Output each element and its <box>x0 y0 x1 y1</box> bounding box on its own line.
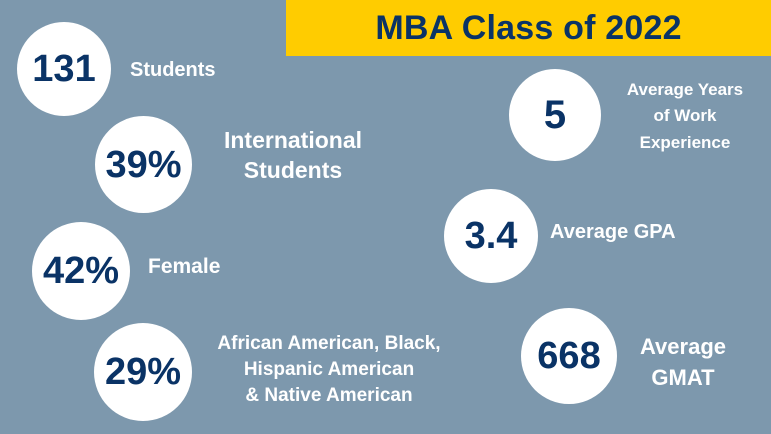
stat-label-diversity-line-1: African American, Black, <box>217 333 441 354</box>
stat-value-students: 131 <box>32 48 96 90</box>
stat-value-female: 42% <box>42 250 120 292</box>
stat-circle-gpa: 3.4 <box>444 189 538 283</box>
stat-label-international-line-1: International <box>223 127 362 153</box>
stat-circle-international: 39% <box>95 116 192 213</box>
stat-label-diversity-line-2: Hispanic American <box>243 359 415 381</box>
stat-circle-gmat: 668 <box>521 308 617 404</box>
stat-label-gpa: Average GPA <box>550 219 676 245</box>
stat-label-gmat: Average GMAT <box>627 332 739 394</box>
stat-label-students: Students <box>130 57 216 83</box>
stat-value-gpa: 3.4 <box>464 215 518 257</box>
stat-label-work-experience: Average Years of Work Experience <box>612 77 758 156</box>
stat-label-work-experience-line-2: of Work <box>653 106 717 126</box>
stat-label-gmat-line-2: GMAT <box>651 364 715 390</box>
stat-label-diversity: African American, Black, Hispanic Americ… <box>195 331 463 410</box>
stat-value-work-experience: 5 <box>543 93 567 137</box>
stat-label-international: International Students <box>203 126 383 186</box>
stat-circle-students: 131 <box>17 22 111 116</box>
stat-label-work-experience-line-1: Average Years <box>626 80 744 99</box>
stat-label-female-text: Female <box>148 255 221 278</box>
stat-label-gmat-line-1: Average <box>639 334 726 359</box>
stat-circle-work-experience: 5 <box>509 69 601 161</box>
stat-label-female: Female <box>148 253 220 280</box>
stat-value-diversity: 29% <box>104 351 182 393</box>
page-title: MBA Class of 2022 <box>375 8 682 47</box>
stat-circle-female: 42% <box>32 222 130 320</box>
stat-label-diversity-line-3: & Native American <box>245 385 413 407</box>
stat-label-students-text: Students <box>130 59 216 81</box>
stat-circle-diversity: 29% <box>94 323 192 421</box>
stat-value-gmat: 668 <box>537 335 601 377</box>
title-banner: MBA Class of 2022 <box>286 0 771 56</box>
stat-label-work-experience-line-3: Experience <box>639 132 731 152</box>
stat-label-gpa-text: Average GPA <box>550 221 676 243</box>
stat-value-international: 39% <box>105 143 182 186</box>
stat-label-international-line-2: Students <box>243 156 343 183</box>
